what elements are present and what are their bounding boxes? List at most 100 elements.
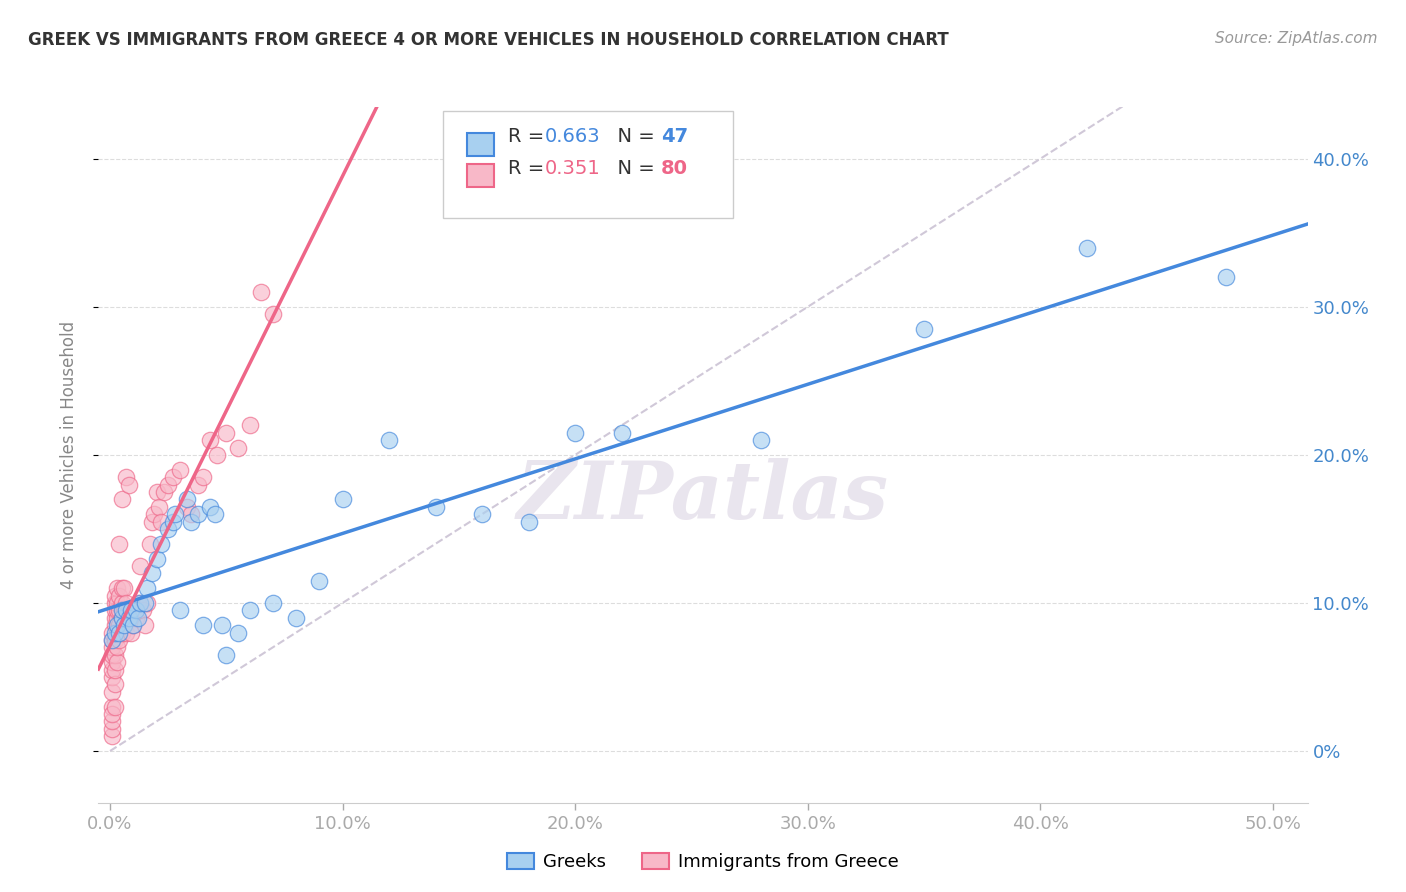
Point (176, 492, 198, 507)
Point (112, 618, 135, 632)
Point (115, 603, 138, 617)
Point (141, 566, 163, 581)
Point (131, 603, 153, 617)
Point (262, 596, 284, 610)
Point (104, 625, 127, 640)
Point (1076, 241, 1098, 255)
Point (150, 537, 173, 551)
Point (112, 581, 135, 595)
Point (101, 632, 124, 647)
Point (378, 433, 401, 447)
Point (187, 477, 209, 491)
FancyBboxPatch shape (467, 133, 494, 156)
Point (118, 611, 141, 625)
Point (105, 625, 128, 640)
Text: GREEK VS IMMIGRANTS FROM GREECE 4 OR MORE VEHICLES IN HOUSEHOLD CORRELATION CHAR: GREEK VS IMMIGRANTS FROM GREECE 4 OR MOR… (28, 31, 949, 49)
Point (180, 507, 202, 521)
Text: R =: R = (509, 128, 551, 146)
Point (115, 596, 138, 610)
Point (118, 477, 141, 491)
Point (124, 611, 146, 625)
Point (749, 433, 772, 447)
Point (104, 603, 127, 617)
Point (105, 618, 128, 632)
Point (226, 625, 249, 640)
Point (145, 484, 167, 499)
Point (157, 477, 180, 491)
Point (250, 285, 273, 299)
Point (101, 714, 124, 729)
Point (610, 425, 633, 440)
Text: Source: ZipAtlas.com: Source: ZipAtlas.com (1215, 31, 1378, 46)
Point (127, 611, 149, 625)
Point (176, 500, 198, 514)
Point (124, 603, 146, 617)
Point (101, 706, 124, 721)
Point (191, 470, 214, 484)
Point (120, 611, 142, 625)
Point (104, 632, 127, 647)
Point (101, 670, 124, 684)
Point (150, 515, 173, 529)
Point (111, 603, 134, 617)
Point (104, 663, 127, 677)
Point (138, 537, 160, 551)
Text: R =: R = (509, 159, 551, 178)
Point (262, 307, 284, 321)
Point (101, 729, 124, 743)
Point (205, 448, 228, 462)
Point (104, 699, 127, 714)
Point (127, 596, 149, 610)
Point (101, 722, 124, 736)
Point (169, 603, 191, 617)
Point (120, 603, 142, 617)
Point (162, 470, 184, 484)
Point (105, 655, 128, 669)
FancyBboxPatch shape (443, 111, 734, 219)
Point (101, 663, 124, 677)
Point (111, 581, 134, 595)
Point (101, 699, 124, 714)
Point (118, 603, 141, 617)
Point (134, 596, 156, 610)
Point (120, 625, 142, 640)
Point (111, 625, 134, 640)
Point (108, 632, 131, 647)
Point (104, 596, 127, 610)
Point (115, 470, 138, 484)
Text: N =: N = (605, 128, 661, 146)
Point (912, 322, 935, 336)
Point (108, 589, 131, 603)
Point (105, 581, 128, 595)
Text: ZIPatlas: ZIPatlas (517, 458, 889, 535)
Point (104, 618, 127, 632)
Text: 80: 80 (661, 159, 688, 178)
Point (105, 596, 128, 610)
Text: 0.351: 0.351 (544, 159, 600, 178)
Point (211, 618, 233, 632)
Point (165, 507, 187, 521)
Point (425, 500, 447, 514)
Point (198, 433, 221, 447)
Point (108, 603, 131, 617)
Point (204, 507, 226, 521)
Point (187, 507, 209, 521)
Point (111, 611, 134, 625)
Point (104, 648, 127, 662)
Point (122, 618, 145, 632)
Point (101, 685, 124, 699)
Point (215, 648, 238, 662)
Point (129, 596, 152, 610)
Point (198, 500, 221, 514)
Point (180, 515, 202, 529)
FancyBboxPatch shape (467, 164, 494, 187)
Point (104, 589, 127, 603)
Text: 0.663: 0.663 (544, 128, 600, 146)
Point (101, 632, 124, 647)
Point (108, 625, 131, 640)
Point (101, 640, 124, 655)
Point (108, 618, 131, 632)
Point (105, 603, 128, 617)
Point (517, 515, 540, 529)
Point (104, 677, 127, 691)
